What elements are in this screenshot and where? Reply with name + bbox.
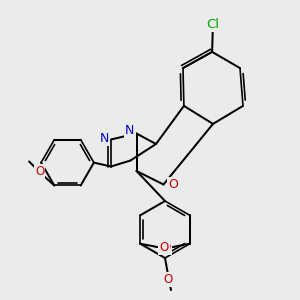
Text: O: O	[168, 178, 178, 191]
Text: O: O	[161, 241, 171, 254]
Text: O: O	[159, 241, 169, 254]
Text: O: O	[35, 165, 44, 178]
Text: N: N	[99, 131, 109, 145]
Text: Cl: Cl	[206, 18, 219, 32]
Text: N: N	[125, 124, 135, 137]
Text: O: O	[164, 273, 172, 286]
